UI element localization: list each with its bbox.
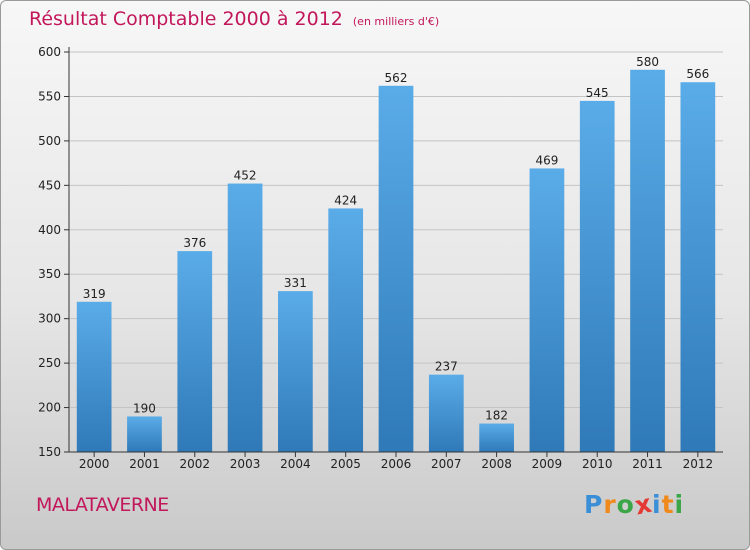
data-label-2012: 566: [686, 67, 709, 81]
data-label-2005: 424: [334, 193, 357, 207]
data-label-2000: 319: [83, 287, 106, 301]
x-tick-label: 2006: [381, 457, 412, 471]
logo-letter: o: [616, 490, 635, 519]
bar-2001: [127, 416, 162, 452]
x-tick-label: 2010: [582, 457, 613, 471]
x-tick-label: 2000: [79, 457, 110, 471]
bar-2002: [177, 251, 213, 452]
bar-2011: [630, 69, 665, 453]
bar-2000: [76, 301, 112, 452]
data-label-2007: 237: [435, 360, 458, 374]
chart-title-main: Résultat Comptable 2000 à 2012: [29, 8, 343, 30]
data-label-2006: 562: [385, 71, 408, 85]
y-tick-label: 400: [38, 223, 61, 237]
y-tick-label: 350: [38, 267, 61, 281]
y-tick-label: 450: [38, 178, 61, 192]
x-tick-label: 2005: [330, 457, 361, 471]
logo-letter: i: [674, 490, 685, 519]
y-tick-label: 150: [38, 445, 61, 459]
bar-2012: [680, 82, 716, 452]
x-axis-ticks: 2000 2001 2002 2003 2004 2005 2006 2007 2008 2009…: [79, 452, 713, 471]
x-tick-label: 2011: [632, 457, 663, 471]
logo-letter: r: [603, 490, 617, 519]
bar-2003: [227, 183, 263, 453]
proxiti-logo: Proxiti: [584, 489, 685, 521]
logo-letter: t: [661, 490, 675, 519]
y-tick-label: 250: [38, 356, 61, 370]
logo-letter: i: [652, 490, 662, 519]
bar-2010: [579, 100, 615, 452]
bar-2007: [428, 374, 464, 452]
data-label-2010: 545: [586, 86, 609, 100]
x-tick-label: 2008: [481, 457, 512, 471]
commune-name: MALATAVERNE: [36, 494, 169, 516]
x-tick-label: 2003: [230, 457, 261, 471]
bars: 319 190 376 452 331 424 562 237 182 469 545 580 566: [76, 55, 716, 453]
data-label-2008: 182: [485, 409, 508, 423]
axes: [68, 47, 723, 453]
y-tick-label: 600: [38, 45, 61, 59]
y-tick-label: 200: [38, 401, 61, 415]
bar-2008: [479, 423, 514, 452]
bar-2005: [328, 208, 364, 452]
data-label-2004: 331: [284, 276, 307, 290]
x-tick-label: 2001: [129, 457, 160, 471]
x-tick-label: 2009: [532, 457, 563, 471]
data-label-2001: 190: [133, 401, 156, 415]
data-label-2003: 452: [234, 169, 257, 183]
data-label-2011: 580: [636, 55, 659, 69]
x-tick-label: 2007: [431, 457, 462, 471]
x-tick-label: 2004: [280, 457, 311, 471]
chart-title: Résultat Comptable 2000 à 2012 (en millie…: [29, 8, 439, 30]
logo-letter: P: [584, 490, 604, 519]
y-tick-label: 300: [38, 312, 61, 326]
data-label-2009: 469: [535, 153, 558, 167]
bar-2006: [378, 85, 414, 453]
x-tick-label: 2012: [683, 457, 714, 471]
bar-2009: [529, 168, 565, 452]
x-tick-label: 2002: [179, 457, 210, 471]
y-tick-label: 500: [38, 134, 61, 148]
chart-title-unit: (en milliers d'€): [352, 15, 440, 28]
data-label-2002: 376: [183, 236, 206, 250]
bar-2004: [278, 291, 313, 452]
y-tick-label: 550: [38, 89, 61, 103]
y-axis-ticks: 150 200 250 300 350 400 450 500 550 600: [38, 45, 69, 459]
